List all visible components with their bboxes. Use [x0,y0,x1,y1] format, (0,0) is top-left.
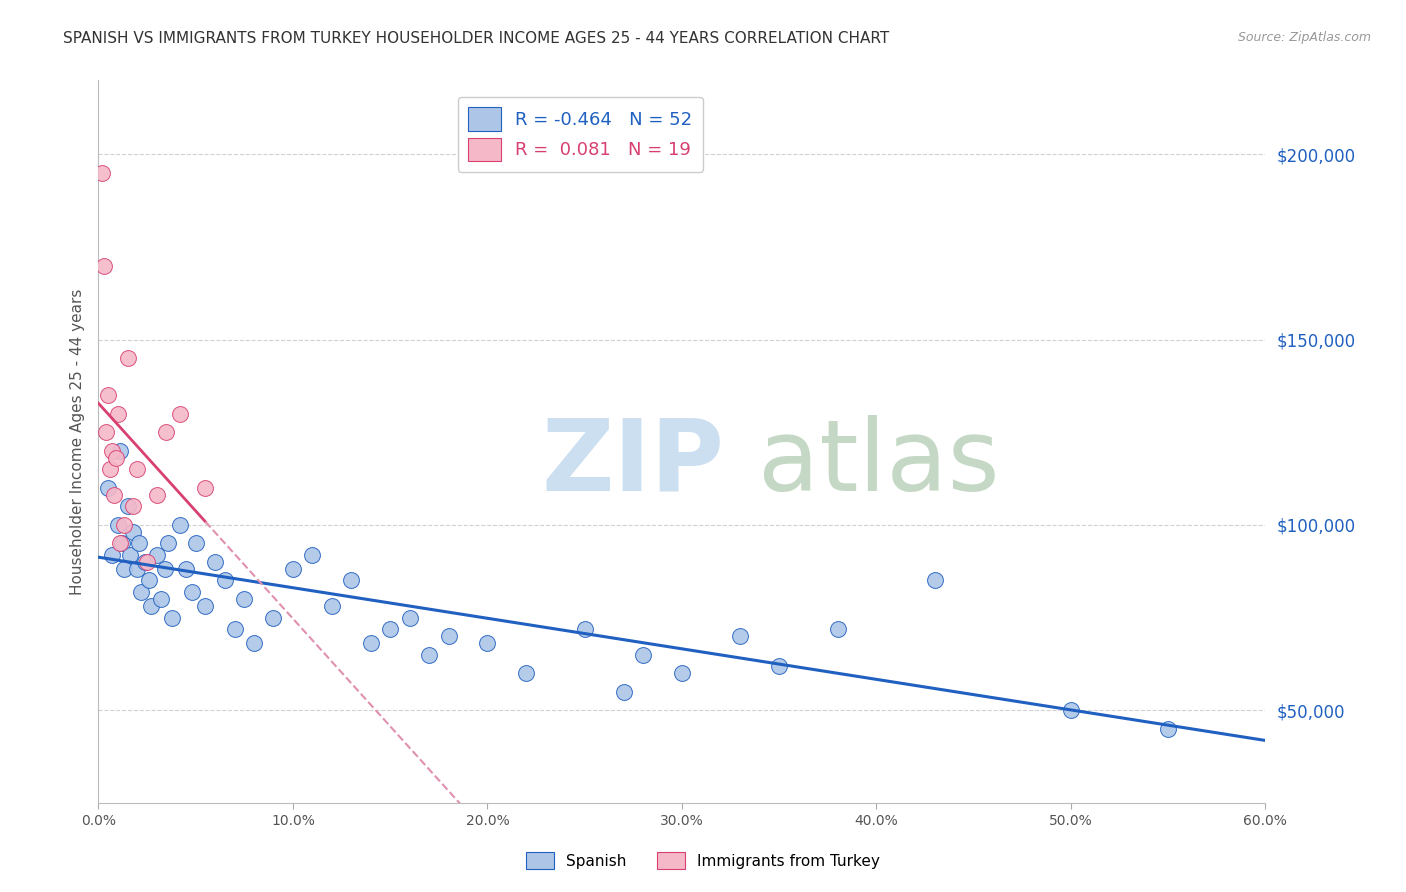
Point [138,574,160,588]
Point [380,622,402,636]
Point [224,622,246,636]
Y-axis label: Householder Income Ages 25 - 44 years: Householder Income Ages 25 - 44 years [69,288,84,595]
Point [101,443,124,458]
Point [107,407,129,421]
Point [398,610,420,624]
Text: ZIP: ZIP [541,415,724,512]
Point [214,574,236,588]
Point [281,562,304,576]
Point [169,407,191,421]
Point [924,574,946,588]
Point [112,562,135,576]
Point [437,629,460,643]
Point [96,425,118,440]
Point [127,462,149,476]
Point [194,599,217,614]
Point [97,481,120,495]
Point [127,562,149,576]
Point [1060,703,1083,717]
Point [118,548,141,562]
Text: Source: ZipAtlas.com: Source: ZipAtlas.com [1237,31,1371,45]
Text: SPANISH VS IMMIGRANTS FROM TURKEY HOUSEHOLDER INCOME AGES 25 - 44 YEARS CORRELAT: SPANISH VS IMMIGRANTS FROM TURKEY HOUSEH… [63,31,890,46]
Point [134,555,156,569]
Point [515,666,537,681]
Point [122,525,145,540]
Point [136,555,159,569]
Point [93,259,115,273]
Point [128,536,150,550]
Point [139,599,162,614]
Point [184,536,207,550]
Point [117,500,139,514]
Point [301,548,323,562]
Point [122,500,145,514]
Point [360,636,382,650]
Point [321,599,343,614]
Point [233,592,256,607]
Text: atlas: atlas [758,415,1000,512]
Point [730,629,752,643]
Point [146,548,169,562]
Legend: Spanish, Immigrants from Turkey: Spanish, Immigrants from Turkey [520,846,886,875]
Point [180,584,202,599]
Point [1157,722,1180,736]
Point [340,574,363,588]
Point [574,622,596,636]
Point [477,636,499,650]
Point [612,684,634,698]
Point [162,610,184,624]
Point [98,462,121,476]
Point [155,425,177,440]
Point [146,488,169,502]
Point [157,536,180,550]
Point [243,636,266,650]
Point [631,648,654,662]
Point [103,488,125,502]
Point [827,622,849,636]
Point [262,610,284,624]
Point [418,648,440,662]
Point [149,592,172,607]
Point [768,658,790,673]
Point [107,517,129,532]
Point [111,536,134,550]
Point [108,443,131,458]
Legend: R = -0.464   N = 52, R =  0.081   N = 19: R = -0.464 N = 52, R = 0.081 N = 19 [457,96,703,172]
Point [671,666,693,681]
Point [174,562,197,576]
Point [108,536,131,550]
Point [153,562,176,576]
Point [112,517,135,532]
Point [194,481,217,495]
Point [101,548,124,562]
Point [91,166,114,180]
Point [97,388,120,402]
Point [129,584,152,599]
Point [117,351,139,366]
Point [204,555,226,569]
Point [104,451,127,466]
Point [169,517,191,532]
